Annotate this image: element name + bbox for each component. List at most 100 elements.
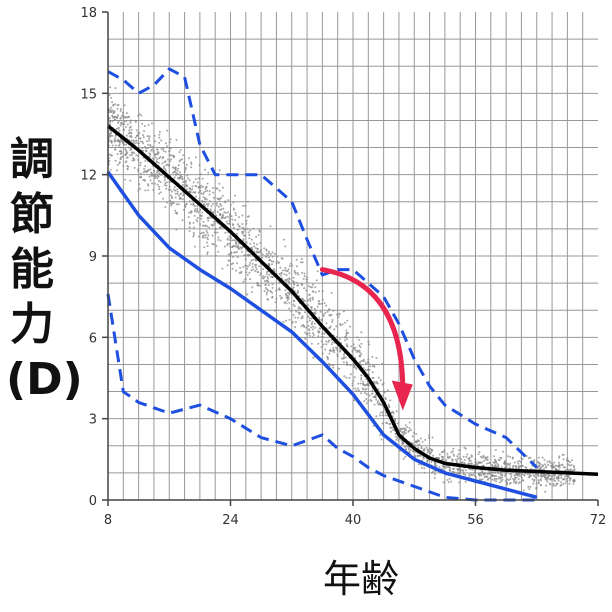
scatter-point [119, 146, 122, 149]
scatter-point [381, 414, 384, 417]
scatter-point [266, 298, 269, 300]
scatter-point [120, 115, 123, 117]
scatter-point [232, 201, 235, 204]
scatter-point [267, 280, 269, 283]
scatter-point [401, 443, 404, 446]
scatter-point [193, 245, 196, 248]
scatter-point [147, 143, 150, 146]
scatter-point [485, 476, 488, 478]
scatter-point [329, 325, 332, 328]
scatter-point [497, 472, 500, 475]
scatter-point [192, 221, 195, 224]
scatter-point [446, 455, 449, 458]
scatter-point [113, 118, 116, 121]
scatter-point [311, 320, 314, 323]
scatter-point [468, 475, 471, 478]
scatter-point [318, 330, 321, 333]
scatter-point [514, 482, 517, 485]
scatter-point [113, 139, 116, 142]
scatter-point [404, 455, 407, 458]
scatter-point [177, 164, 180, 167]
scatter-point [245, 219, 248, 222]
scatter-point [228, 222, 231, 225]
scatter-point [207, 171, 210, 174]
scatter-point [117, 122, 119, 124]
scatter-point [248, 234, 251, 236]
scatter-point [288, 277, 291, 280]
series-line-3 [107, 67, 538, 469]
scatter-point [247, 265, 249, 268]
scatter-point [520, 456, 523, 459]
scatter-point [317, 342, 320, 345]
scatter-point [230, 263, 233, 266]
scatter-point [245, 222, 248, 225]
scatter-point [405, 428, 408, 431]
scatter-point [249, 278, 252, 281]
scatter-point [372, 395, 375, 398]
scatter-point [240, 250, 243, 253]
scatter-point [362, 360, 365, 363]
scatter-point [332, 349, 335, 352]
scatter-point [382, 390, 385, 393]
scatter-point [227, 253, 230, 256]
scatter-point [234, 212, 237, 214]
scatter-point [234, 239, 237, 242]
scatter-point [179, 149, 182, 151]
scatter-point [291, 322, 293, 325]
scatter-point [255, 236, 258, 238]
scatter-point [205, 198, 208, 201]
scatter-point [224, 245, 226, 248]
scatter-point [228, 217, 231, 220]
scatter-point [348, 376, 351, 379]
scatter-point [177, 167, 180, 170]
scatter-point [314, 312, 317, 315]
scatter-point [156, 183, 159, 186]
scatter-point [305, 326, 308, 329]
scatter-point [418, 443, 421, 446]
scatter-point [381, 411, 384, 414]
scatter-point [147, 184, 150, 187]
scatter-point [224, 216, 227, 219]
scatter-point [288, 280, 291, 283]
scatter-point [468, 456, 471, 459]
scatter-point [204, 236, 207, 239]
scatter-point [211, 203, 214, 205]
scatter-point [219, 203, 222, 206]
scatter-point [293, 269, 296, 272]
scatter-point [353, 399, 356, 402]
scatter-point [497, 477, 500, 480]
scatter-point [168, 141, 171, 144]
scatter-point [227, 211, 230, 214]
scatter-point [242, 204, 245, 207]
scatter-point [379, 379, 382, 382]
scatter-point [474, 461, 477, 464]
scatter-point [510, 475, 513, 478]
scatter-point [431, 471, 434, 473]
scatter-point [114, 159, 117, 162]
scatter-point [182, 198, 184, 201]
scatter-point [232, 255, 234, 258]
scatter-point [225, 220, 228, 223]
scatter-point [314, 286, 317, 289]
scatter-point [375, 357, 378, 360]
scatter-point [300, 308, 303, 311]
scatter-point [178, 176, 181, 179]
scatter-point [194, 178, 197, 181]
scatter-point [399, 428, 402, 430]
scatter-point [133, 166, 136, 169]
scatter-point [321, 290, 324, 293]
scatter-point [431, 436, 434, 439]
scatter-point [288, 282, 291, 285]
scatter-point [139, 161, 142, 164]
annotation-arrow [319, 267, 413, 411]
scatter-point [353, 365, 355, 368]
scatter-point [244, 258, 247, 261]
scatter-point [331, 319, 334, 321]
scatter-point [294, 326, 296, 328]
scatter-point [234, 214, 237, 217]
scatter-point [193, 214, 196, 217]
scatter-point [109, 119, 112, 122]
scatter-point [301, 316, 304, 319]
scatter-point [517, 482, 520, 485]
scatter-point [346, 345, 349, 348]
